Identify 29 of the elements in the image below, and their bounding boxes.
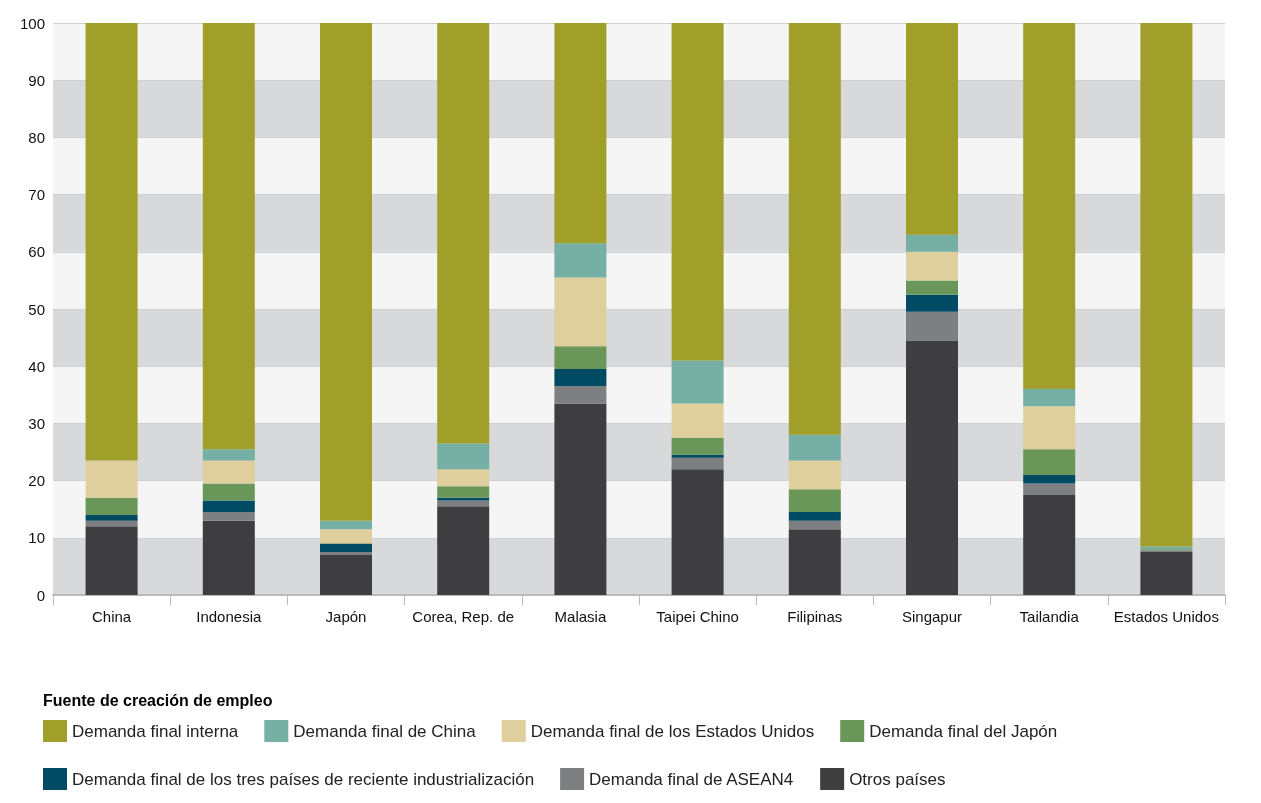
legend-title: Fuente de creación de empleo: [43, 691, 273, 709]
y-tick-label: 80: [28, 128, 45, 146]
y-tick-label: 0: [36, 586, 45, 604]
legend-label: Demanda final interna: [72, 721, 239, 741]
y-tick-label: 30: [28, 414, 45, 432]
y-tick-label: 90: [28, 71, 45, 89]
x-tick-label: Malasia: [554, 608, 607, 625]
legend-label: Otros países: [849, 769, 946, 789]
legend-label: Demanda final de los tres países de reciente industrialización: [72, 769, 535, 789]
x-tick-label: Corea, Rep. de: [412, 608, 515, 625]
y-tick-label: 10: [28, 529, 45, 547]
x-tick-label: Singapur: [901, 608, 963, 625]
legend-label: Demanda final de ASEAN4: [589, 769, 794, 789]
y-tick-label: 40: [28, 357, 45, 375]
legend-label: Demanda final del Japón: [869, 721, 1058, 741]
legend-label: Demanda final de los Estados Unidos: [530, 721, 815, 741]
y-tick-label: 20: [28, 472, 45, 490]
y-tick-label: 70: [28, 186, 45, 204]
y-tick-label: 100: [19, 14, 45, 32]
x-tick-label: Indonesia: [196, 608, 262, 625]
x-tick-label: Taipei Chino: [656, 608, 739, 625]
x-tick-label: Estados Unidos: [1113, 608, 1219, 625]
x-tick-label: China: [92, 608, 132, 625]
legend-label: Demanda final de China: [293, 721, 477, 741]
y-tick-label: 60: [28, 243, 45, 261]
y-tick-label: 50: [28, 300, 45, 318]
x-tick-label: Japón: [325, 608, 367, 625]
x-tick-label: Tailandia: [1019, 608, 1080, 625]
x-tick-label: Filipinas: [787, 608, 843, 625]
